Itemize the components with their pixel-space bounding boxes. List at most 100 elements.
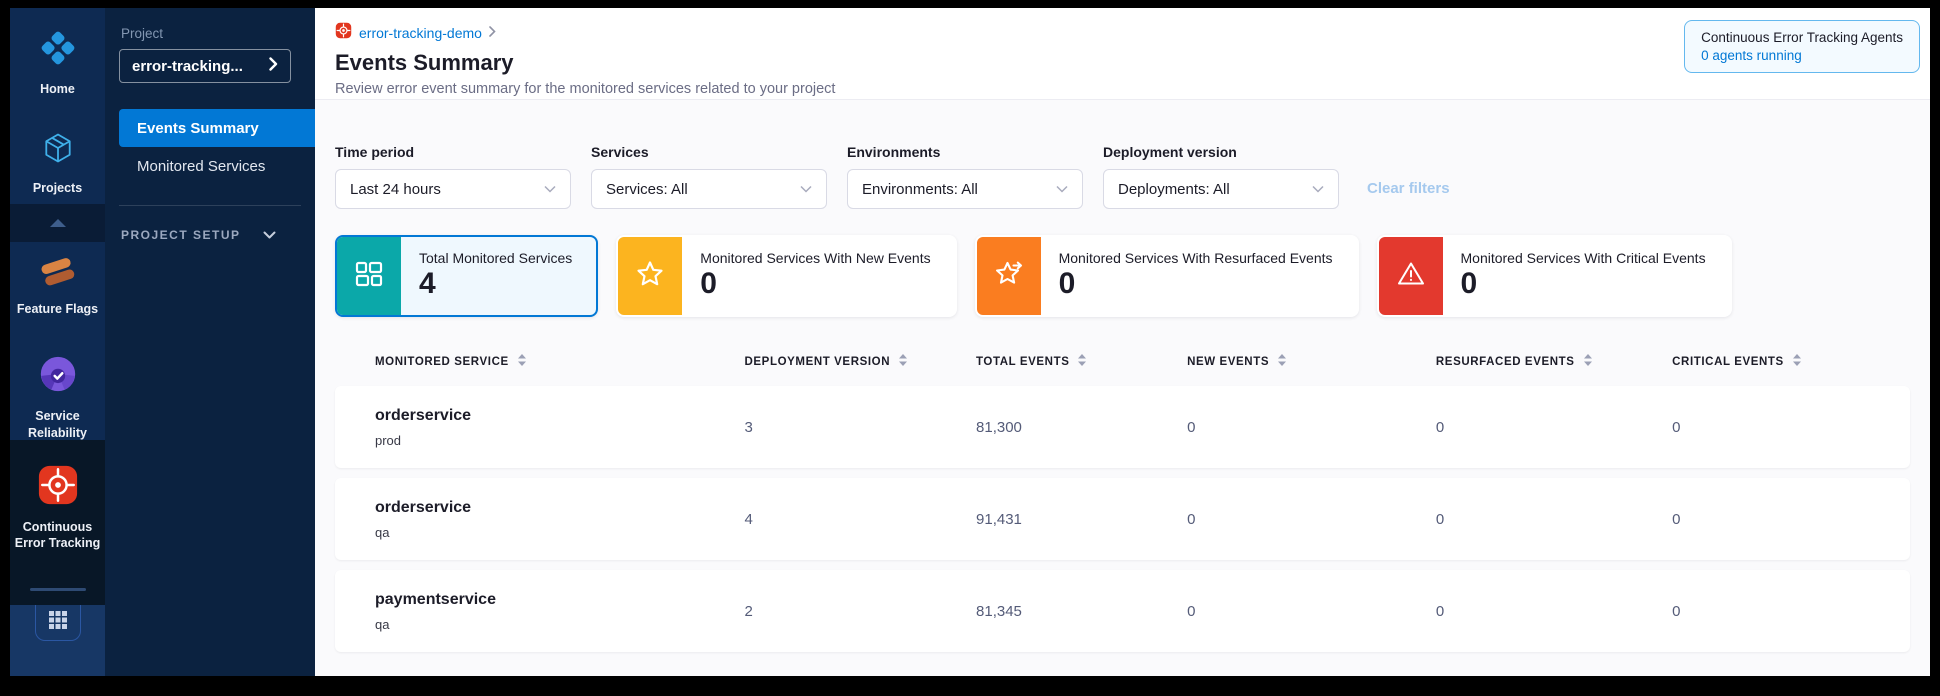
card-accent: [337, 237, 401, 315]
all-modules-button[interactable]: [34, 605, 81, 641]
card-total-monitored-services[interactable]: Total Monitored Services 4: [335, 235, 599, 317]
cube-icon: [40, 129, 76, 172]
card-body: Monitored Services With Critical Events …: [1443, 237, 1730, 315]
card-label: Monitored Services With Critical Events: [1460, 250, 1706, 266]
page-content: Time period Last 24 hours Services Servi…: [315, 100, 1930, 676]
chevron-down-icon: [1312, 185, 1324, 193]
card-new-events[interactable]: Monitored Services With New Events 0: [616, 235, 957, 317]
filter-environments: Environments Environments: All: [847, 144, 1083, 209]
services-select[interactable]: Services: All: [591, 169, 827, 209]
environments-select[interactable]: Environments: All: [847, 169, 1083, 209]
project-setup-label: PROJECT SETUP: [121, 228, 241, 242]
total-events-cell: 81,345: [976, 602, 1022, 620]
project-selector-value: error-tracking...: [132, 57, 243, 75]
card-accent: [1378, 237, 1443, 315]
critical-events-cell: 0: [1672, 418, 1681, 436]
column-header-total-events[interactable]: TOTAL EVENTS: [976, 353, 1187, 370]
dashboard-grid-icon: [354, 259, 384, 294]
table-row[interactable]: paymentservice qa 2 81,345 0 0 0: [335, 570, 1910, 652]
table-row[interactable]: orderservice prod 3 81,300 0 0 0: [335, 386, 1910, 468]
service-cell: orderservice qa: [335, 499, 745, 540]
time-period-select[interactable]: Last 24 hours: [335, 169, 571, 209]
deployments-select[interactable]: Deployments: All: [1103, 169, 1339, 209]
column-header-monitored-service[interactable]: MONITORED SERVICE: [335, 353, 745, 370]
nav-item-projects[interactable]: Projects: [10, 119, 105, 206]
project-selector[interactable]: error-tracking...: [119, 49, 291, 83]
resurfaced-events-cell: 0: [1435, 510, 1445, 528]
new-events-cell: 0: [1187, 510, 1196, 528]
filter-label: Time period: [335, 144, 415, 160]
resurfaced-events-cell: 0: [1435, 418, 1445, 436]
star-resurfaced-icon: [994, 259, 1024, 294]
service-reliability-icon: [37, 353, 79, 400]
sort-icon: [1077, 353, 1087, 370]
chevron-right-icon: [269, 57, 278, 75]
error-tracking-icon: [335, 22, 352, 44]
module-nav-top-section: Home Projects: [10, 8, 105, 204]
nav-item-label: Continuous Error Tracking: [14, 520, 101, 551]
module-nav: Home Projects: [10, 8, 105, 676]
card-body: Total Monitored Services 4: [401, 237, 596, 315]
deployment-version-cell: 3: [744, 418, 753, 436]
card-label: Monitored Services With Resurfaced Event…: [1058, 250, 1333, 266]
error-tracking-icon: [37, 464, 79, 511]
filter-time-period: Time period Last 24 hours: [335, 144, 571, 209]
resurfaced-events-cell: 0: [1435, 602, 1445, 620]
column-header-resurfaced-events[interactable]: RESURFACED EVENTS: [1436, 353, 1672, 370]
column-header-deployment-version[interactable]: DEPLOYMENT VERSION: [745, 353, 977, 370]
filter-label: Services: [591, 144, 649, 160]
card-body: Monitored Services With Resurfaced Event…: [1041, 237, 1357, 315]
services-value: Services: All: [606, 180, 688, 198]
nav-item-home[interactable]: Home: [10, 18, 105, 107]
new-events-cell: 0: [1187, 418, 1196, 436]
total-events-cell: 81,300: [976, 418, 1022, 436]
nav-divider: [29, 588, 86, 591]
events-table: MONITORED SERVICE DEPLOYMENT VERSION TOT…: [335, 353, 1910, 652]
column-header-critical-events[interactable]: CRITICAL EVENTS: [1672, 353, 1910, 370]
filter-label: Deployment version: [1103, 144, 1237, 160]
environments-value: Environments: All: [862, 180, 978, 198]
filter-label: Environments: [847, 144, 941, 160]
deployment-version-cell: 4: [744, 510, 753, 528]
page-subtitle: Review error event summary for the monit…: [335, 81, 836, 97]
sidebar-item-monitored-services[interactable]: Monitored Services: [137, 157, 266, 175]
agents-widget-title: Continuous Error Tracking Agents: [1701, 30, 1903, 45]
grid-apps-icon: [47, 609, 69, 636]
nav-item-error-tracking[interactable]: Continuous Error Tracking: [10, 454, 105, 562]
service-name: paymentservice: [375, 590, 496, 608]
clear-filters-button[interactable]: Clear filters: [1367, 180, 1450, 197]
nav-item-label: Projects: [32, 181, 83, 196]
service-environment: qa: [375, 524, 390, 540]
critical-events-cell: 0: [1672, 510, 1681, 528]
card-resurfaced-events[interactable]: Monitored Services With Resurfaced Event…: [974, 235, 1359, 317]
nav-item-service-reliability[interactable]: Service Reliability: [10, 343, 105, 451]
card-accent: [976, 237, 1041, 315]
card-body: Monitored Services With New Events 0: [682, 237, 954, 315]
column-header-new-events[interactable]: NEW EVENTS: [1187, 353, 1436, 370]
sidebar-item-events-summary[interactable]: Events Summary: [119, 109, 315, 147]
project-label: Project: [121, 26, 164, 41]
service-cell: paymentservice qa: [335, 591, 745, 632]
agents-running-link[interactable]: 0 agents running: [1701, 48, 1802, 63]
table-row[interactable]: orderservice qa 4 91,431 0 0 0: [335, 478, 1910, 560]
project-setup-section[interactable]: PROJECT SETUP: [121, 228, 301, 242]
module-nav-collapse-band[interactable]: [10, 204, 105, 242]
filter-deployment-version: Deployment version Deployments: All: [1103, 144, 1339, 209]
nav-item-feature-flags[interactable]: Feature Flags: [10, 246, 105, 327]
breadcrumb-project-link[interactable]: error-tracking-demo: [359, 25, 482, 41]
time-period-value: Last 24 hours: [350, 180, 441, 198]
service-environment: qa: [375, 616, 390, 632]
module-nav-active-section: Continuous Error Tracking: [10, 440, 105, 605]
card-label: Total Monitored Services: [419, 250, 573, 266]
agents-widget[interactable]: Continuous Error Tracking Agents 0 agent…: [1684, 20, 1920, 73]
page-title: Events Summary: [335, 50, 514, 75]
sort-icon: [1583, 353, 1593, 370]
chevron-down-icon: [800, 185, 812, 193]
card-critical-events[interactable]: Monitored Services With Critical Events …: [1376, 235, 1732, 317]
main-panel: error-tracking-demo Events Summary Revie…: [315, 8, 1930, 676]
table-header: MONITORED SERVICE DEPLOYMENT VERSION TOT…: [335, 353, 1910, 386]
service-cell: orderservice prod: [335, 407, 745, 448]
sort-icon: [1792, 353, 1802, 370]
project-sidebar: Project error-tracking... Events Summary…: [105, 8, 315, 676]
chevron-up-icon: [49, 219, 66, 227]
